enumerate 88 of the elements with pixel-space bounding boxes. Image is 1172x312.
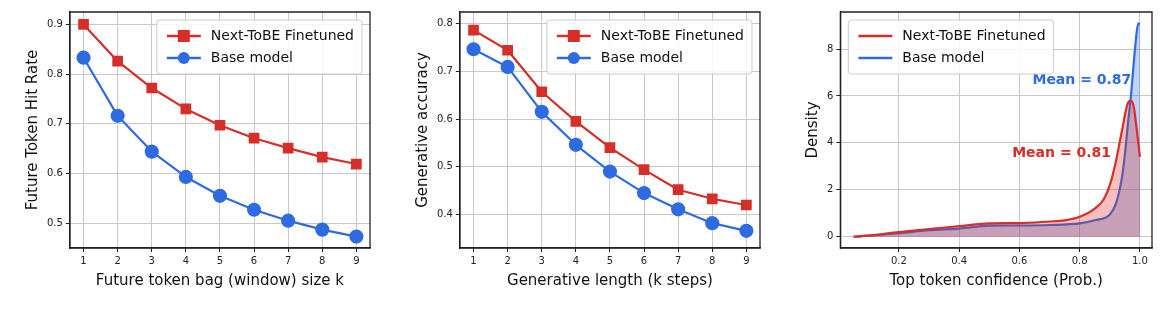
x-tick-label: 2 [504, 254, 511, 266]
x-tick-label: 9 [743, 254, 750, 266]
point [466, 42, 481, 57]
point [349, 229, 364, 244]
y-tick-label: 0.8 [437, 17, 453, 29]
x-tick-label: 5 [216, 254, 224, 266]
y-tick-label: 0.6 [47, 167, 63, 179]
y-tick-label: 8 [826, 42, 834, 54]
x-tick-label: 0.2 [890, 254, 907, 266]
y-axis-title: Density [802, 101, 821, 159]
legend-label: Next-ToBE Finetuned [902, 26, 1046, 43]
x-tick-label: 6 [640, 254, 648, 266]
point [502, 44, 513, 56]
legend-label: Next-ToBE Finetuned [600, 26, 745, 43]
point [739, 223, 754, 238]
point [112, 55, 123, 67]
point [468, 24, 479, 36]
x-axis-title: Future token bag (window) size k [95, 270, 345, 289]
y-tick-label: 4 [826, 136, 834, 148]
y-axis-title: Generative accuracy [412, 52, 431, 208]
point [110, 108, 125, 123]
point [351, 158, 362, 170]
y-tick-label: 0.5 [47, 216, 63, 228]
point [500, 59, 515, 75]
annotation: Mean = 0.87 [1032, 71, 1132, 88]
x-tick-label: 0.4 [951, 254, 968, 266]
y-tick-label: 0 [826, 230, 834, 242]
x-axis-title: Top token confidence (Prob.) [888, 270, 1103, 289]
x-tick-label: 3 [538, 254, 545, 266]
x-tick-label: 1 [80, 254, 87, 266]
y-tick-label: 0.8 [47, 67, 63, 79]
point [636, 185, 652, 201]
point [315, 222, 330, 237]
point [78, 19, 89, 30]
x-tick-label: 0.6 [1011, 254, 1028, 266]
x-tick-label: 1.0 [1131, 254, 1148, 266]
point [248, 132, 260, 144]
x-tick-label: 8 [319, 254, 326, 266]
y-tick-label: 6 [826, 89, 834, 101]
y-tick-label: 0.7 [437, 64, 453, 76]
point [638, 164, 650, 175]
y-axis-title: Future Token Hit Rate [22, 49, 41, 211]
point [180, 103, 192, 115]
x-tick-label: 3 [148, 254, 155, 266]
x-tick-label: 0.8 [1071, 254, 1088, 266]
x-tick-label: 4 [572, 254, 580, 266]
point [316, 151, 328, 163]
point [741, 199, 752, 211]
x-tick-label: 8 [709, 254, 716, 266]
legend-label: Base model [210, 48, 293, 65]
y-tick-label: 0.4 [437, 208, 453, 220]
point [536, 86, 548, 98]
point [146, 82, 158, 94]
point [214, 119, 226, 131]
point [246, 202, 262, 217]
y-tick-label: 2 [826, 183, 834, 195]
y-tick-label: 0.7 [47, 117, 63, 129]
x-tick-label: 5 [606, 254, 614, 266]
y-tick-label: 0.6 [437, 112, 453, 124]
point [706, 193, 718, 205]
x-tick-label: 9 [353, 254, 360, 266]
point [568, 137, 583, 152]
point [672, 184, 684, 196]
point [282, 142, 294, 154]
point [212, 188, 228, 203]
x-axis-title: Generative length (k steps) [507, 270, 713, 289]
legend-label: Base model [902, 48, 985, 65]
legend-label: Next-ToBE Finetuned [210, 26, 355, 43]
point [76, 50, 91, 65]
y-tick-label: 0.5 [437, 160, 453, 172]
point [570, 116, 582, 127]
x-tick-label: 1 [470, 254, 477, 266]
x-tick-label: 4 [182, 254, 190, 266]
point [144, 144, 159, 159]
x-tick-label: 6 [250, 254, 258, 266]
point [671, 202, 686, 217]
point [178, 169, 193, 185]
point [604, 142, 616, 154]
point [602, 164, 618, 179]
point [705, 216, 720, 231]
x-tick-label: 2 [114, 254, 121, 266]
y-tick-label: 0.9 [47, 18, 63, 30]
point [534, 104, 549, 119]
point [281, 213, 296, 228]
x-tick-label: 7 [284, 254, 292, 266]
annotation: Mean = 0.81 [1012, 144, 1112, 161]
legend-label: Base model [600, 48, 683, 65]
x-tick-label: 7 [674, 254, 682, 266]
